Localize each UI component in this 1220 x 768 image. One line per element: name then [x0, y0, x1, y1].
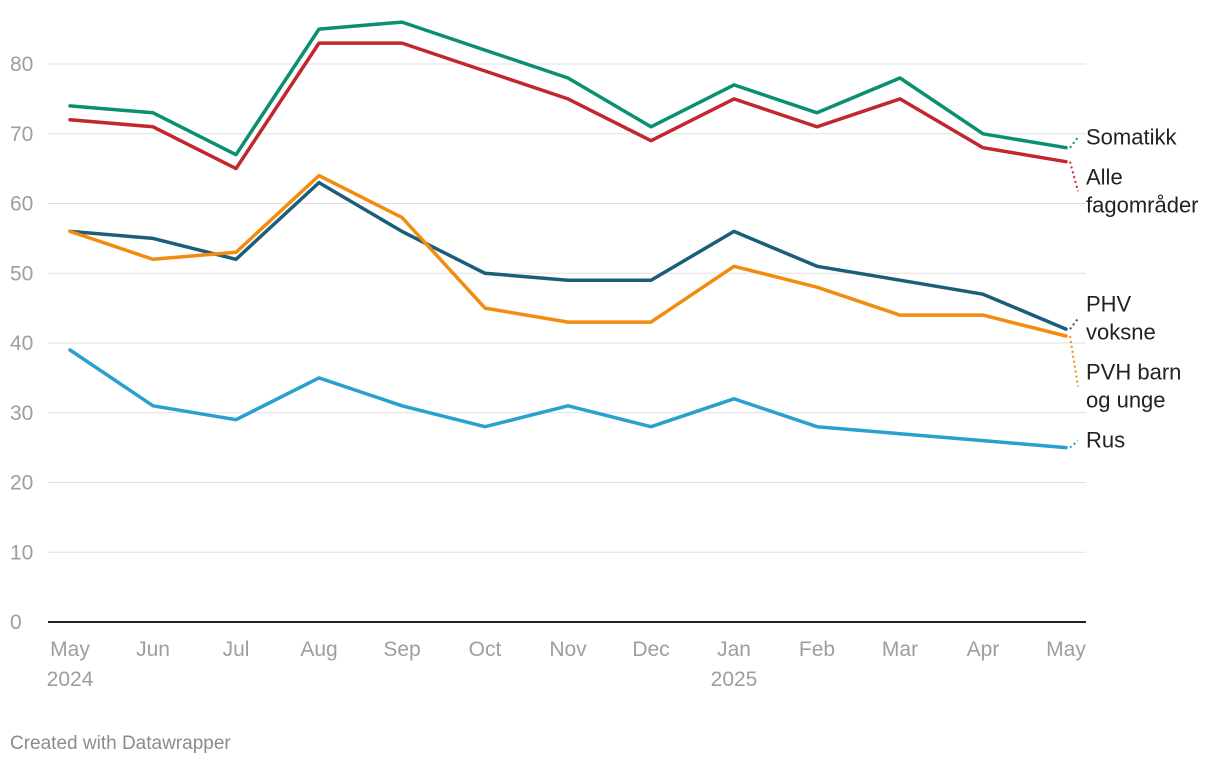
x-tick-label: Dec [632, 638, 669, 661]
series-line-pvh-barn-og-unge [68, 173, 1068, 338]
series-line-rus [68, 348, 1068, 450]
series-line-phv-voksne [68, 180, 1068, 331]
gridlines [48, 63, 1086, 623]
x-axis-tick-labels: May 2024 Jun Jul Aug Sep Oct Nov Dec Jan 2025 Feb Ma… [47, 638, 1087, 691]
series-label-alle-fagområder: Alle fagområder [1086, 164, 1199, 217]
label-connector [1069, 439, 1079, 449]
x-tick-label: May 2024 [47, 638, 94, 691]
x-tick-label: May [1046, 638, 1086, 661]
series-label-phv-voksne: PHV voksne [1086, 292, 1156, 345]
x-tick-label: Jan 2025 [711, 638, 758, 691]
y-tick-label: 20 [10, 472, 33, 495]
x-tick-label: Sep [383, 638, 420, 661]
series-label-rus: Rus [1086, 428, 1125, 453]
y-tick-label: 70 [10, 123, 33, 146]
series-end-labels: Somatikk Alle fagområder PHV voksne PVH barn o… [1069, 124, 1199, 453]
label-connector [1069, 161, 1079, 192]
series-line-somatikk [68, 20, 1068, 157]
x-tick-label: Apr [967, 638, 1000, 661]
y-tick-label: 0 [10, 611, 22, 634]
y-tick-label: 60 [10, 193, 33, 216]
series-label-somatikk: Somatikk [1086, 124, 1177, 149]
series-label-pvh-barn-og-unge: PVH barn og unge [1086, 360, 1181, 413]
series-line-alle-fagområder [68, 41, 1068, 171]
x-tick-label: Feb [799, 638, 835, 661]
x-tick-label: Jul [223, 638, 250, 661]
label-connector [1069, 317, 1079, 330]
x-tick-label: Nov [549, 638, 587, 661]
y-tick-label: 30 [10, 402, 33, 425]
y-tick-label: 80 [10, 53, 33, 76]
y-tick-label: 50 [10, 262, 33, 285]
x-tick-label: Aug [300, 638, 337, 661]
x-tick-label: Oct [469, 638, 502, 661]
y-tick-label: 40 [10, 332, 33, 355]
y-axis-tick-labels: 0 10 20 30 40 50 60 70 80 [10, 53, 33, 634]
x-tick-label: Jun [136, 638, 170, 661]
datawrapper-credit[interactable]: Created with Datawrapper [10, 733, 231, 754]
label-connector [1069, 136, 1079, 149]
y-tick-label: 10 [10, 541, 33, 564]
x-tick-label: Mar [882, 638, 918, 661]
label-connector [1069, 335, 1079, 387]
series-lines [68, 20, 1068, 450]
